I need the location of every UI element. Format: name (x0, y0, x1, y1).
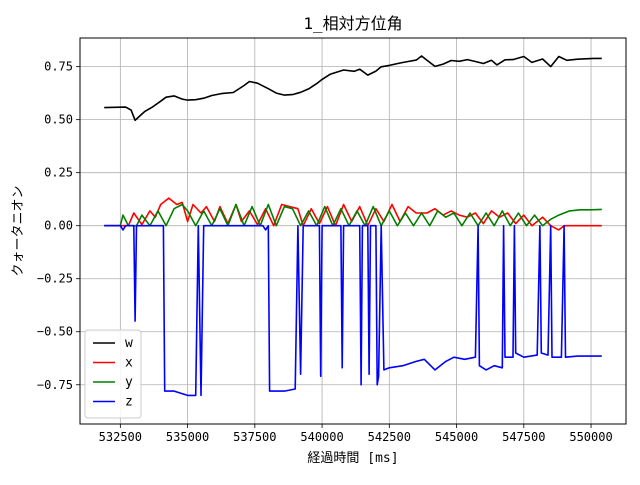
y-tick-label: −0.75 (37, 378, 73, 392)
chart-title: 1_相対方位角 (303, 14, 402, 33)
y-tick-label: −0.50 (37, 325, 73, 339)
x-tick-label: 542500 (368, 430, 411, 444)
x-tick-label: 535000 (166, 430, 209, 444)
series-line-w (104, 55, 602, 122)
legend-label-y: y (125, 375, 133, 390)
legend-box (84, 329, 142, 419)
x-tick-label: 547500 (502, 430, 545, 444)
legend-label-w: w (125, 336, 133, 351)
x-axis-title: 経過時間 [ms] (307, 451, 398, 466)
x-tick-label: 550000 (569, 430, 612, 444)
y-tick-label: 0.25 (44, 166, 73, 180)
series-line-y (104, 203, 602, 227)
y-tick-label: −0.25 (37, 272, 73, 286)
y-tick-label: 0.00 (44, 219, 73, 233)
x-tick-label: 537500 (233, 430, 276, 444)
legend-label-z: z (125, 395, 133, 410)
x-tick-label: 540000 (300, 430, 343, 444)
y-tick-label: 0.75 (44, 60, 73, 74)
grid-lines (80, 38, 626, 424)
x-tick-label: 545000 (435, 430, 478, 444)
axis-ticks: 532500 535000 537500 540000 542500 545000 5475… (37, 60, 613, 444)
y-tick-label: 0.50 (44, 113, 73, 127)
series-line-z (104, 224, 602, 397)
y-axis-title: クォータニオン (11, 185, 26, 276)
x-tick-label: 532500 (99, 430, 142, 444)
series-lines (104, 55, 602, 397)
plot-frame (79, 37, 627, 425)
legend-label-x: x (125, 356, 133, 371)
